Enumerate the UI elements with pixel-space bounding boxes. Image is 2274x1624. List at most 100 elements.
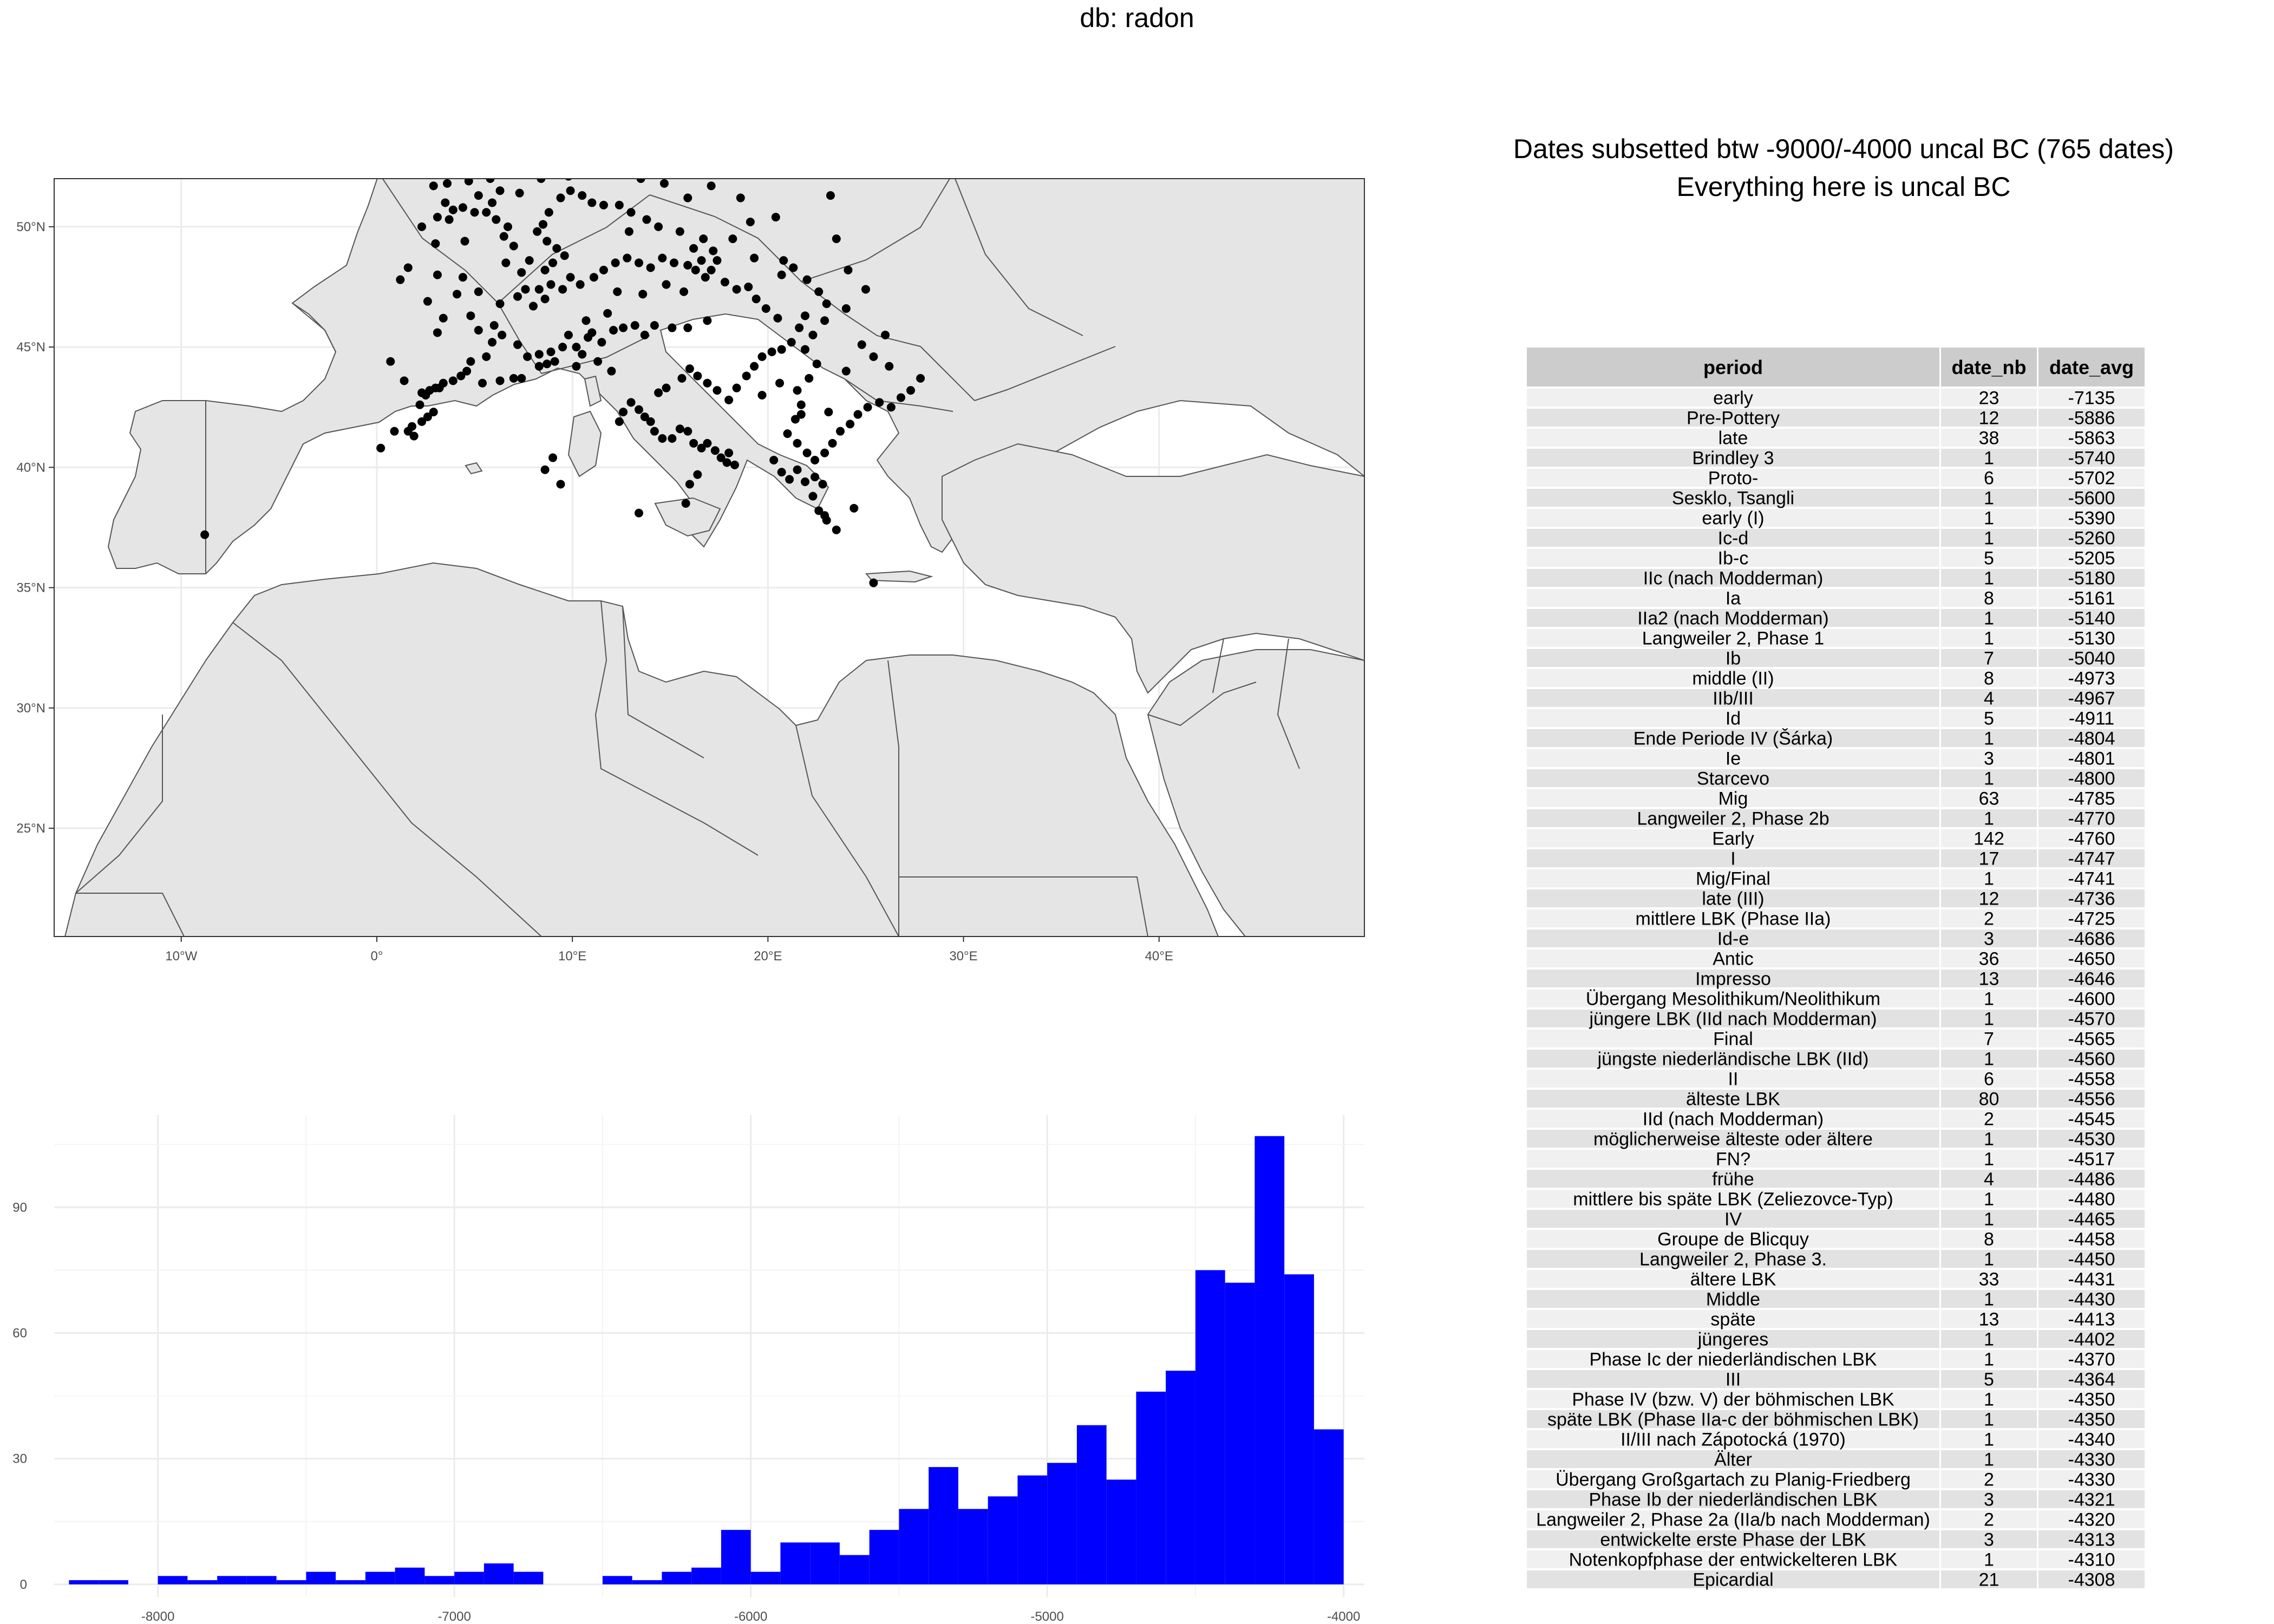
table-cell-period: Groupe de Blicquy xyxy=(1657,1229,1809,1250)
map-point xyxy=(728,234,737,244)
table-cell-date-nb: 1 xyxy=(1984,809,1994,829)
map-point xyxy=(407,422,416,431)
table-cell-bg xyxy=(1527,909,1939,927)
table-cell-bg xyxy=(1527,769,1939,787)
map-point xyxy=(869,578,878,587)
table-cell-bg xyxy=(1941,1450,2037,1468)
table-cell-bg xyxy=(2038,1310,2145,1328)
map-point xyxy=(724,395,734,404)
map-point xyxy=(668,434,677,443)
table-cell-period: entwickelte erste Phase der LBK xyxy=(1600,1530,1866,1550)
map-point xyxy=(707,181,716,191)
histogram-gridlines xyxy=(54,1115,1364,1597)
table-cell-bg xyxy=(1941,949,2037,967)
map-point xyxy=(456,371,466,381)
table-cell-bg xyxy=(1527,449,1939,467)
map-point xyxy=(683,323,692,332)
map-point xyxy=(390,427,399,436)
map-point xyxy=(558,343,567,352)
table-cell-bg xyxy=(2038,489,2145,507)
table-cell-bg xyxy=(1527,1470,1939,1488)
table-cell-date-avg: -5161 xyxy=(2068,588,2115,609)
table-cell-date-nb: 80 xyxy=(1979,1089,1999,1110)
histogram-bar xyxy=(1166,1371,1195,1584)
histogram-bar xyxy=(1225,1282,1255,1584)
map-xtick-label: 20°E xyxy=(754,949,782,964)
table-cell-bg xyxy=(1941,449,2037,467)
table-cell-date-avg: -4785 xyxy=(2068,789,2115,809)
table-cell-date-avg: -4747 xyxy=(2068,849,2115,869)
table-cell-date-avg: -4450 xyxy=(2068,1249,2115,1270)
histogram-bars xyxy=(69,1136,1344,1584)
table-cell-bg xyxy=(2038,1530,2145,1548)
map-point xyxy=(886,403,896,412)
table-cell-date-avg: -4330 xyxy=(2068,1450,2115,1470)
table-cell-bg xyxy=(2038,609,2145,627)
table-cell-period: Early xyxy=(1712,829,1754,849)
table-cell-bg xyxy=(2038,869,2145,887)
table-cell-bg xyxy=(1941,1110,2037,1128)
table-cell-bg xyxy=(1527,1510,1939,1528)
map-point xyxy=(538,220,547,229)
table-cell-date-nb: 1 xyxy=(1984,1009,1994,1030)
table-cell-bg xyxy=(2038,409,2145,427)
table-header-period: period xyxy=(1703,356,1763,378)
table-cell-bg xyxy=(1527,849,1939,867)
map-point xyxy=(636,179,645,183)
histogram-bar xyxy=(454,1571,484,1584)
land-sardinia xyxy=(567,410,602,477)
table-cell-bg xyxy=(1527,1250,1939,1268)
table-cell-date-avg: -4911 xyxy=(2069,709,2114,729)
table-cell-bg xyxy=(1527,990,1939,1007)
map-point xyxy=(662,280,671,289)
table-cell-bg xyxy=(2038,1570,2145,1588)
map-point xyxy=(578,350,587,359)
table-cell-bg xyxy=(2038,1270,2145,1288)
map-point xyxy=(869,352,878,361)
map-point xyxy=(885,362,894,371)
map-ytick-label: 50°N xyxy=(16,220,45,234)
table-cell-bg xyxy=(1941,629,2037,647)
table-cell-period: späte LBK (Phase IIa-c der böhmischen LB… xyxy=(1547,1410,1919,1430)
table-cell-bg xyxy=(1527,1310,1939,1328)
table-cell-date-avg: -4760 xyxy=(2068,829,2115,849)
map-point xyxy=(626,208,636,217)
table-cell-bg xyxy=(1941,409,2037,427)
table-cell-period: Ib-c xyxy=(1718,548,1749,569)
map-point xyxy=(423,412,432,421)
histogram-bar xyxy=(1136,1391,1166,1584)
table-cell-bg xyxy=(1941,389,2037,407)
histogram-bar xyxy=(721,1530,751,1584)
map-point xyxy=(423,297,432,306)
map-point xyxy=(640,330,649,339)
table-cell-bg xyxy=(2038,1370,2145,1388)
table-cell-bg xyxy=(2038,769,2145,787)
map-point xyxy=(515,188,524,198)
histogram-bar xyxy=(276,1580,306,1584)
map-point xyxy=(415,400,424,409)
table-cell-date-avg: -4545 xyxy=(2068,1109,2115,1130)
map-point xyxy=(709,246,718,256)
map-point xyxy=(581,316,591,325)
table-cell-bg xyxy=(2038,689,2145,707)
map-ytick-label: 25°N xyxy=(16,821,45,836)
table-cell-period: early xyxy=(1713,388,1753,409)
table-cell-period: late xyxy=(1718,428,1748,449)
map-points xyxy=(200,179,925,587)
table-cell-bg xyxy=(1527,629,1939,647)
table-header-cell xyxy=(2038,348,2145,387)
table-cell-period: Id-e xyxy=(1717,929,1749,949)
map-point xyxy=(896,393,905,402)
map-point xyxy=(566,186,575,195)
map-xtick-label: 10°W xyxy=(165,949,197,964)
map-point xyxy=(779,256,788,265)
map-point xyxy=(534,362,544,371)
table-cell-bg xyxy=(1527,970,1939,987)
map-point xyxy=(439,378,448,388)
table-cell-period: jüngeres xyxy=(1697,1330,1768,1350)
table-cell-date-avg: -5702 xyxy=(2068,468,2115,489)
table-cell-date-nb: 2 xyxy=(1984,1109,1994,1130)
map-point xyxy=(448,205,458,214)
table-cell-date-avg: -5260 xyxy=(2068,528,2115,549)
table-cell-bg xyxy=(1527,1370,1939,1388)
